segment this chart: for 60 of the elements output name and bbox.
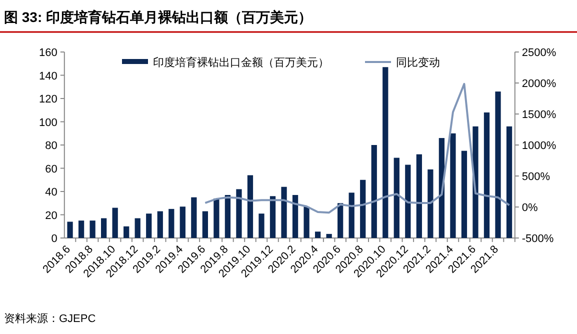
y2-tick-label: 1000% (522, 140, 556, 152)
y-tick-label: 160 (39, 47, 58, 59)
bar (146, 214, 152, 238)
bar (168, 208, 174, 238)
y-tick-label: 140 (39, 70, 58, 82)
bar (78, 220, 84, 238)
y-tick-label: 100 (39, 116, 58, 129)
y2-tick-label: 1500% (522, 109, 556, 121)
bar (394, 158, 400, 238)
line-series (204, 82, 510, 214)
y2-tick-label: 0% (522, 202, 538, 214)
bar (124, 226, 130, 238)
legend-label: 印度培育裸钻出口金额（百万美元） (153, 56, 329, 69)
y2-tick-label: -500% (522, 233, 554, 245)
bar (304, 206, 310, 238)
y2-tick-label: 2500% (522, 47, 556, 59)
bar (112, 208, 118, 238)
bar (338, 203, 344, 238)
bar (382, 67, 388, 238)
bar (90, 220, 96, 238)
bar (461, 150, 468, 238)
y2-tick-label: 2000% (522, 78, 556, 90)
bar (360, 180, 366, 238)
bar (134, 218, 140, 238)
legend-label: 同比变动 (396, 56, 440, 69)
bar (405, 164, 411, 238)
bar (506, 126, 512, 238)
bar (214, 198, 220, 238)
text: 资料来源：GJEPC (4, 312, 96, 325)
bar (180, 206, 186, 238)
bar (371, 145, 377, 238)
bar (428, 169, 434, 238)
bar (484, 112, 490, 238)
bar (236, 189, 242, 238)
bar (450, 133, 456, 238)
y-tick-label: 20 (45, 210, 58, 222)
bar (326, 234, 332, 238)
y-tick-label: 60 (45, 163, 58, 176)
bar (191, 197, 197, 238)
y-tick-label: 120 (39, 94, 58, 106)
bar (472, 126, 478, 238)
y-tick-label: 80 (45, 140, 58, 152)
bar (101, 218, 107, 238)
bar (348, 192, 354, 238)
bar (314, 232, 321, 238)
bar (202, 211, 208, 238)
bar (416, 154, 422, 238)
bar (224, 194, 231, 238)
bar (495, 92, 501, 238)
bar (281, 186, 287, 238)
bar (258, 214, 264, 238)
bar (270, 196, 276, 238)
bar (67, 222, 73, 238)
y-tick-label: 0 (51, 233, 58, 245)
y-tick-label: 40 (45, 186, 58, 198)
chart-title: 图 33: 印度培育钻石单月裸钻出口额（百万美元） (4, 9, 312, 25)
bar (292, 194, 298, 238)
bar (247, 175, 254, 238)
y2-tick-label: 500% (522, 171, 550, 183)
bar (157, 211, 163, 238)
